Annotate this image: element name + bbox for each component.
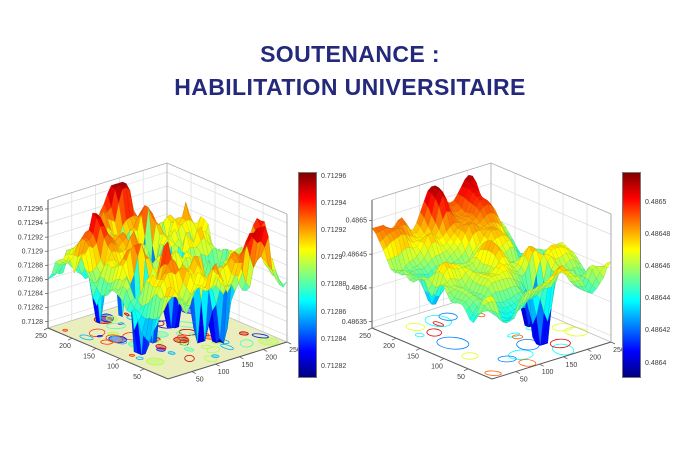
z-tick-label: 0.4865 [346,218,368,225]
z-tick-label: 0.71284 [18,291,43,298]
x-tick-label: 100 [542,369,554,376]
axis-tick-marks [367,220,616,374]
x-tick-label: 200 [589,354,601,361]
y-tick-label: 150 [407,353,419,360]
z-tick-label: 0.48645 [342,251,367,258]
x-tick-label: 50 [196,377,204,384]
y-tick-label: 250 [359,333,371,340]
colorbar-tick-label: 0.48646 [645,263,671,271]
z-tick-label: 0.71288 [18,262,43,269]
z-tick-label: 0.71292 [18,234,43,241]
x-tick-label: 250 [289,347,301,354]
surface-mesh [47,181,288,356]
z-tick-label: 0.71282 [18,305,43,312]
y-tick-label: 200 [59,343,71,350]
y-tick-label: 150 [83,353,95,360]
colorbar-tick-label: 0.71292 [321,227,347,235]
y-tick-label: 250 [35,333,47,340]
colorbar-tick-label: 0.71284 [321,335,347,343]
surface-mesh [371,174,612,346]
y-tick-label: 50 [457,374,465,381]
z-tick-label: 0.71286 [18,277,43,284]
z-tick-label: 0.7129 [22,248,44,255]
colorbar-tick-label: 0.4864 [645,359,667,367]
colorbar-tick-label: 0.7129 [321,254,343,262]
z-tick-label: 0.4864 [346,285,368,292]
colorbar-tick-label: 0.71288 [321,281,347,289]
x-tick-label: 100 [218,369,230,376]
y-tick-label: 200 [383,343,395,350]
colorbar-right [622,172,641,378]
surface-plot-right-canvas: 0.48635 0.4864 0.48645 0.4865 250 200 150 100 50… [342,162,687,398]
x-tick-label: 250 [613,347,625,354]
title-line-1: SOUTENANCE : [260,41,440,67]
z-tick-label: 0.48635 [342,319,367,326]
colorbar-tick-label: 0.48648 [645,231,671,239]
y-tick-label: 100 [107,364,119,371]
surface-figure-left: 0.7128 0.71282 0.71284 0.71286 0.71288 0.7129… [18,148,363,408]
colorbar-tick-label: 0.71296 [321,173,347,181]
z-tick-label: 0.7128 [22,319,44,326]
y-tick-label: 100 [431,364,443,371]
colorbar-tick-label: 0.48644 [645,295,671,303]
slide-title: SOUTENANCE : HABILITATION UNIVERSITAIRE [0,38,700,104]
axis-tick-labels: 0.48635 0.4864 0.48645 0.4865 250 200 150 100 50… [342,218,625,384]
colorbar-tick-label: 0.71282 [321,362,347,370]
surface-plot-left-canvas: 0.7128 0.71282 0.71284 0.71286 0.71288 0.7129… [18,162,363,398]
axis-tick-marks [43,208,292,374]
axis-box-front-edges [47,200,288,380]
colorbar-tick-label: 0.4865 [645,198,667,206]
x-tick-label: 200 [265,354,277,361]
y-tick-label: 50 [133,374,141,381]
colorbar-left [298,172,317,378]
x-tick-label: 150 [566,362,578,369]
x-tick-label: 50 [520,377,528,384]
axis-box-front-edges [371,200,612,380]
title-line-2: HABILITATION UNIVERSITAIRE [174,74,526,100]
surface-figure-right: 0.48635 0.4864 0.48645 0.4865 250 200 150 100 50… [342,148,687,408]
z-tick-label: 0.71294 [18,220,43,227]
x-tick-label: 150 [242,362,254,369]
colorbar-tick-label: 0.71286 [321,308,347,316]
colorbar-tick-label: 0.71294 [321,200,347,208]
colorbar-tick-label: 0.48642 [645,327,671,335]
z-tick-label: 0.71296 [18,206,43,213]
axis-tick-labels: 0.7128 0.71282 0.71284 0.71286 0.71288 0.7129… [18,206,301,383]
